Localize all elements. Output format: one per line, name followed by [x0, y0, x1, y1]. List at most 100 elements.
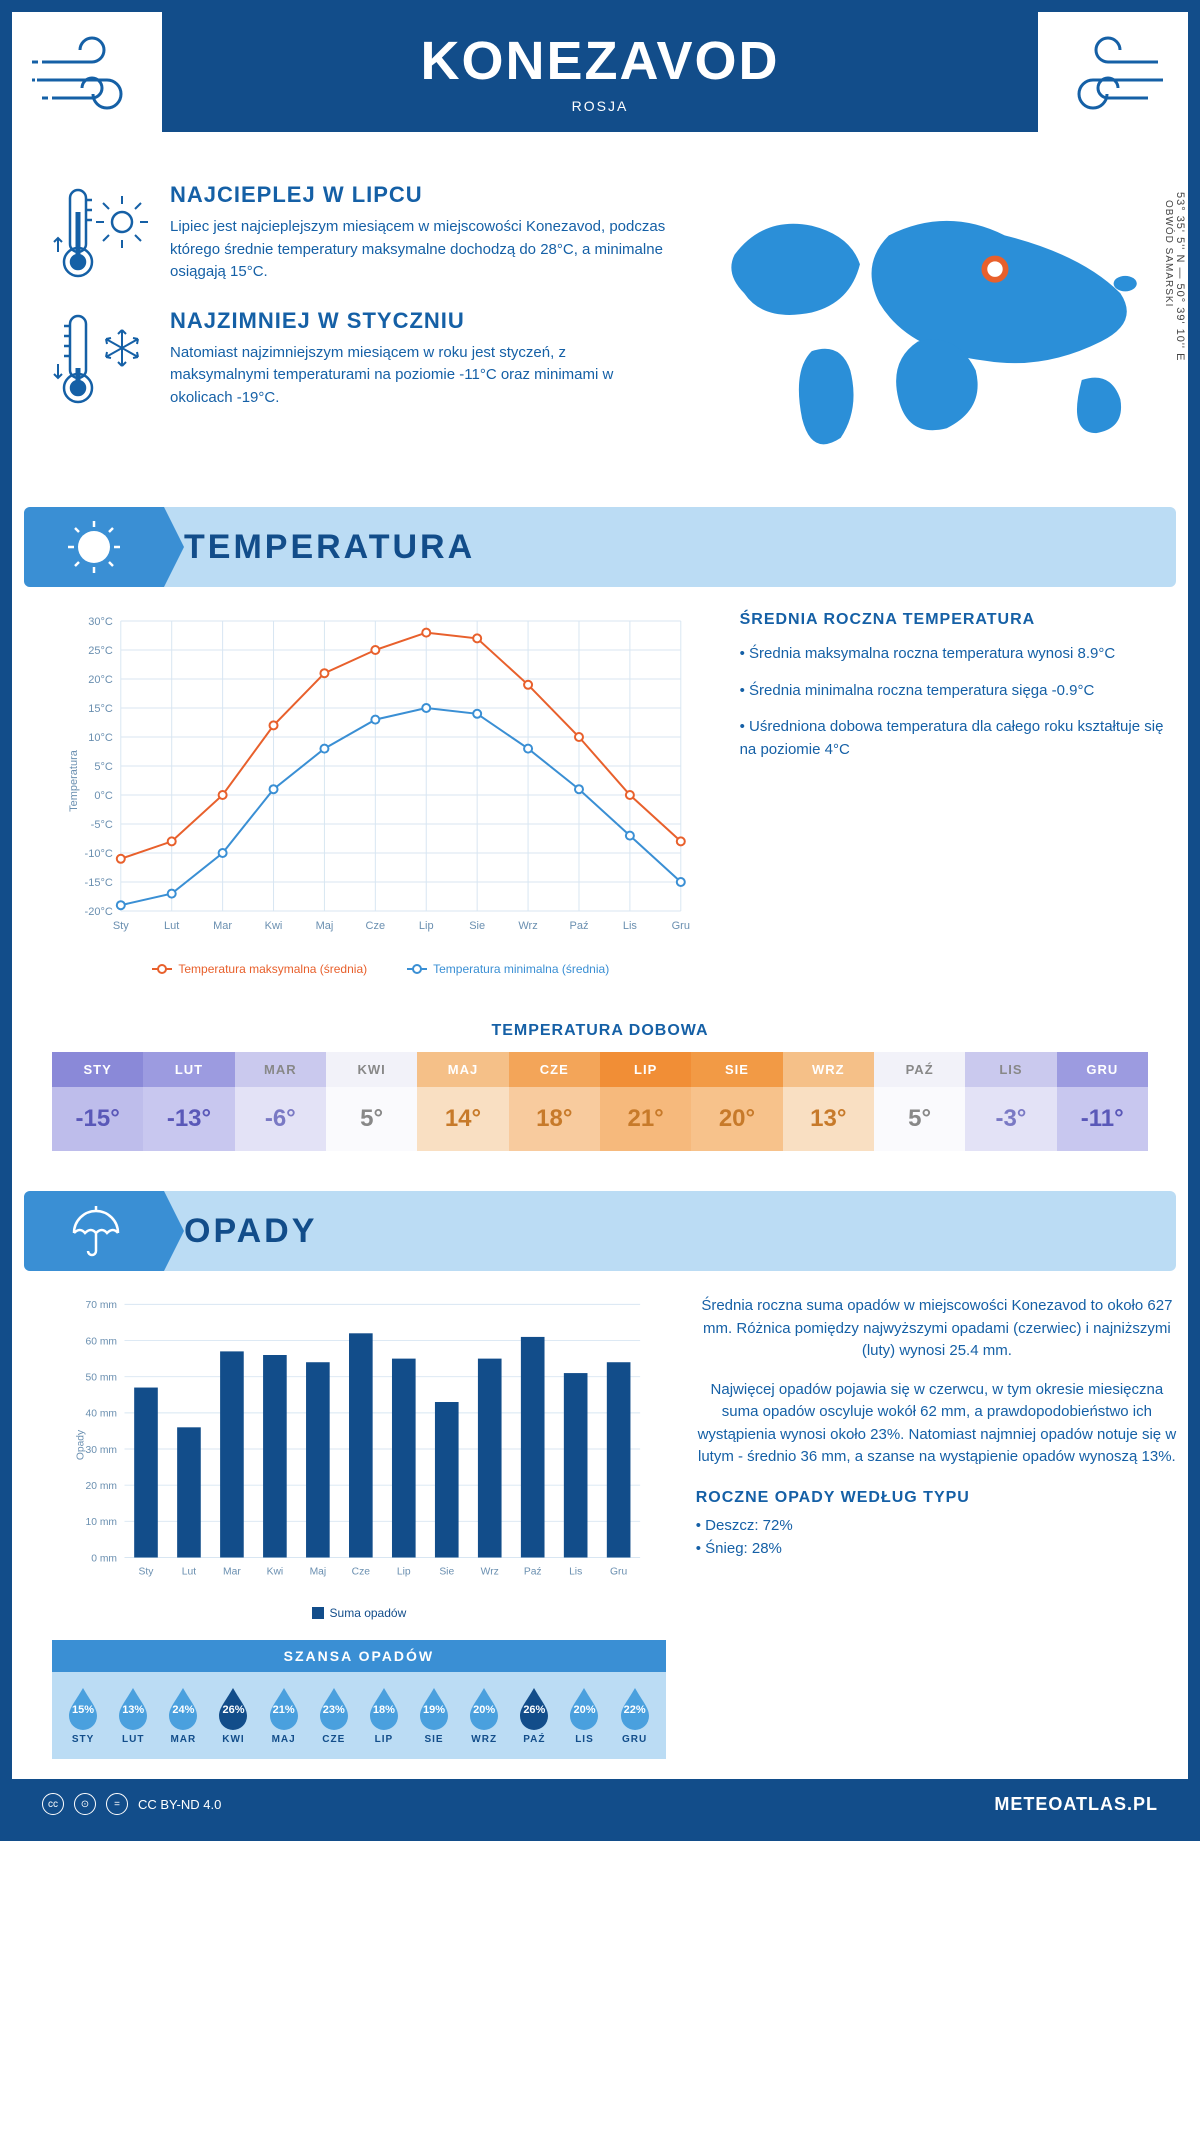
chance-cell: 23% CZE [309, 1686, 359, 1745]
daily-cell: LIS -3° [965, 1052, 1056, 1151]
raindrop-icon: 20% [566, 1686, 602, 1730]
chance-cell: 24% MAR [158, 1686, 208, 1745]
daily-cell: PAŹ 5° [874, 1052, 965, 1151]
svg-text:10 mm: 10 mm [86, 1517, 117, 1528]
precipitation-chart: 0 mm10 mm20 mm30 mm40 mm50 mm60 mm70 mmS… [52, 1295, 666, 1759]
summary-blocks: NAJCIEPLEJ W LIPCU Lipiec jest najcieple… [52, 182, 666, 477]
chance-row: 15% STY 13% LUT 24% MAR 26% KWI [52, 1672, 666, 1759]
svg-text:70 mm: 70 mm [86, 1300, 117, 1311]
svg-text:20°C: 20°C [88, 674, 113, 686]
svg-text:Paź: Paź [524, 1566, 542, 1577]
svg-text:Opady: Opady [75, 1429, 86, 1460]
raindrop-icon: 22% [617, 1686, 653, 1730]
precipitation-legend: Suma opadów [52, 1606, 666, 1620]
chance-cell: 26% PAŹ [509, 1686, 559, 1745]
svg-text:Mar: Mar [213, 920, 232, 932]
raindrop-icon: 26% [516, 1686, 552, 1730]
chance-cell: 20% WRZ [459, 1686, 509, 1745]
by-icon: ⊙ [74, 1793, 96, 1815]
svg-text:25°C: 25°C [88, 645, 113, 657]
svg-text:5°C: 5°C [94, 761, 113, 773]
svg-text:Temperatura: Temperatura [68, 749, 80, 812]
wind-icon [1048, 32, 1168, 122]
raindrop-icon: 24% [165, 1686, 201, 1730]
daily-cell: SIE 20° [691, 1052, 782, 1151]
hottest-block: NAJCIEPLEJ W LIPCU Lipiec jest najcieple… [52, 182, 666, 284]
raindrop-icon: 23% [316, 1686, 352, 1730]
svg-text:0 mm: 0 mm [91, 1553, 117, 1564]
svg-text:Wrz: Wrz [518, 920, 537, 932]
chance-cell: 26% KWI [208, 1686, 258, 1745]
raindrop-icon: 18% [366, 1686, 402, 1730]
daily-cell: LIP 21° [600, 1052, 691, 1151]
svg-text:Gru: Gru [610, 1566, 627, 1577]
temperature-section-header: TEMPERATURA [24, 507, 1176, 587]
svg-text:Lis: Lis [569, 1566, 582, 1577]
country-subtitle: ROSJA [572, 98, 629, 114]
daily-cell: MAJ 14° [417, 1052, 508, 1151]
cc-icon: cc [42, 1793, 64, 1815]
chance-cell: 22% GRU [610, 1686, 660, 1745]
temperature-legend: Temperatura maksymalna (średnia) Tempera… [52, 962, 710, 976]
hottest-title: NAJCIEPLEJ W LIPCU [170, 182, 666, 208]
svg-text:Lis: Lis [623, 920, 638, 932]
header: KONEZAVOD ROSJA [12, 12, 1188, 172]
chance-title: SZANSA OPADÓW [52, 1640, 666, 1672]
svg-text:Sty: Sty [139, 1566, 155, 1577]
svg-text:Gru: Gru [672, 920, 690, 932]
svg-text:30°C: 30°C [88, 616, 113, 628]
svg-text:60 mm: 60 mm [86, 1336, 117, 1347]
raindrop-icon: 19% [416, 1686, 452, 1730]
daily-cell: MAR -6° [235, 1052, 326, 1151]
precipitation-title: OPADY [184, 1212, 317, 1251]
chance-cell: 20% LIS [559, 1686, 609, 1745]
svg-text:Lut: Lut [164, 920, 179, 932]
chance-cell: 18% LIP [359, 1686, 409, 1745]
chance-cell: 15% STY [58, 1686, 108, 1745]
coordinates: 53° 35' 5'' N — 50° 39' 10'' E OBWÓD SAM… [1163, 192, 1186, 361]
chance-cell: 21% MAJ [259, 1686, 309, 1745]
daily-cell: CZE 18° [509, 1052, 600, 1151]
sun-icon [64, 517, 124, 577]
world-map-icon [696, 182, 1178, 472]
svg-text:Maj: Maj [316, 920, 334, 932]
coldest-text: Natomiast najzimniejszym miesiącem w rok… [170, 342, 666, 410]
thermometer-hot-icon [52, 182, 152, 282]
temperature-title: TEMPERATURA [184, 528, 475, 567]
svg-text:40 mm: 40 mm [86, 1409, 117, 1420]
svg-text:Lip: Lip [397, 1566, 411, 1577]
wind-icon [32, 32, 152, 122]
thermometer-cold-icon [52, 308, 152, 408]
location-title: KONEZAVOD [420, 30, 779, 92]
svg-text:Kwi: Kwi [265, 920, 283, 932]
world-map-block: 53° 35' 5'' N — 50° 39' 10'' E OBWÓD SAM… [696, 182, 1178, 477]
svg-text:50 mm: 50 mm [86, 1372, 117, 1383]
raindrop-icon: 20% [466, 1686, 502, 1730]
svg-text:Sie: Sie [439, 1566, 454, 1577]
daily-temp-title: TEMPERATURA DOBOWA [12, 1022, 1188, 1040]
svg-text:-20°C: -20°C [85, 906, 113, 918]
daily-cell: GRU -11° [1057, 1052, 1148, 1151]
svg-text:-5°C: -5°C [91, 819, 113, 831]
daily-cell: WRZ 13° [783, 1052, 874, 1151]
svg-text:0°C: 0°C [94, 790, 113, 802]
svg-text:Cze: Cze [366, 920, 386, 932]
daily-cell: LUT -13° [143, 1052, 234, 1151]
svg-text:Kwi: Kwi [267, 1566, 284, 1577]
chance-cell: 19% SIE [409, 1686, 459, 1745]
raindrop-icon: 21% [266, 1686, 302, 1730]
svg-text:Maj: Maj [310, 1566, 327, 1577]
precipitation-section-header: OPADY [24, 1191, 1176, 1271]
footer: cc ⊙ = CC BY-ND 4.0 METEOATLAS.PL [12, 1779, 1188, 1829]
annual-temperature-text: ŚREDNIA ROCZNA TEMPERATURA • Średnia mak… [740, 611, 1178, 976]
svg-text:15°C: 15°C [88, 703, 113, 715]
svg-text:30 mm: 30 mm [86, 1445, 117, 1456]
svg-text:Paź: Paź [569, 920, 588, 932]
svg-text:Lip: Lip [419, 920, 434, 932]
brand: METEOATLAS.PL [994, 1794, 1158, 1815]
svg-text:-10°C: -10°C [85, 848, 113, 860]
nd-icon: = [106, 1793, 128, 1815]
page: KONEZAVOD ROSJA [0, 0, 1200, 1841]
title-banner: KONEZAVOD ROSJA [162, 12, 1038, 132]
svg-text:Cze: Cze [352, 1566, 371, 1577]
